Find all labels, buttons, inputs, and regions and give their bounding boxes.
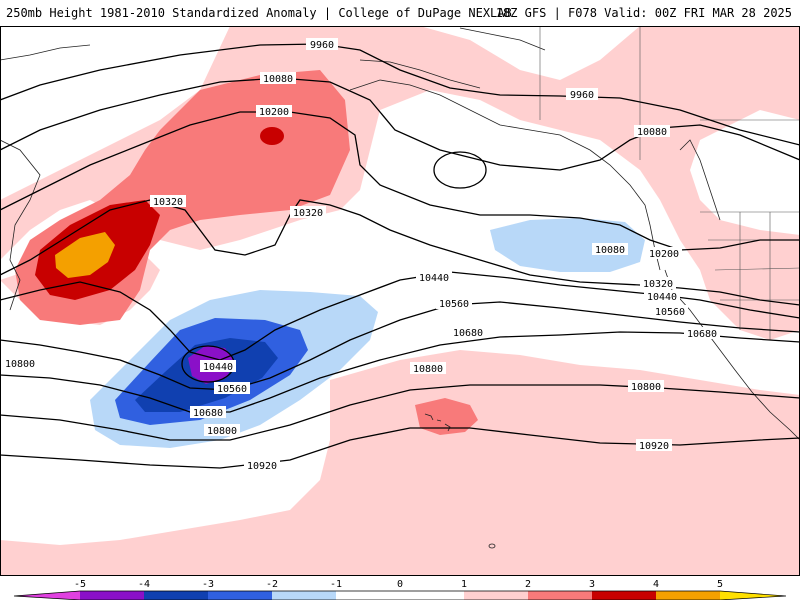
swatch-m4	[80, 591, 144, 600]
swatch-p4	[656, 591, 720, 600]
swatch-p2	[528, 591, 592, 600]
contour-label: 10080	[637, 127, 667, 138]
contour-label: 10800	[207, 426, 237, 437]
contour-label: 10800	[413, 364, 443, 375]
colorbar-tick: 4	[653, 579, 659, 590]
contour-label: 10080	[595, 245, 625, 256]
contour-label: 10200	[259, 107, 289, 118]
colorbar-swatches	[13, 590, 787, 601]
contour-label: 10320	[293, 208, 323, 219]
contour-labels: 9960 9960 10080 10080 10080 10200 10200 …	[2, 38, 720, 472]
contour-label: 10320	[643, 279, 673, 290]
contour-label: 10200	[649, 249, 679, 260]
colorbar-tick: -5	[74, 579, 86, 590]
colorbar-tick: -4	[138, 579, 150, 590]
contour-label: 10560	[439, 299, 469, 310]
contour-label: 10680	[193, 408, 223, 419]
colorbar-tick: 1	[461, 579, 467, 590]
contour-label: 10440	[203, 362, 233, 373]
anomaly-map: 9960 9960 10080 10080 10080 10200 10200 …	[0, 26, 800, 576]
swatch-p5	[720, 591, 786, 600]
colorbar-legend: -5 -4 -3 -2 -1 0 1 2 3 4 5	[0, 576, 800, 601]
colorbar-tick: -2	[266, 579, 278, 590]
contour-label: 10440	[419, 273, 449, 284]
colorbar-tick: 2	[525, 579, 531, 590]
contour-label: 10800	[631, 382, 661, 393]
contour-label: 10920	[639, 441, 669, 452]
swatch-m3	[144, 591, 208, 600]
contour-label: 10680	[687, 329, 717, 340]
contour-label: 10560	[217, 384, 247, 395]
swatch-m5	[14, 591, 80, 600]
islands	[424, 413, 496, 549]
map-title: 250mb Height 1981-2010 Standardized Anom…	[6, 6, 512, 20]
swatch-m2	[208, 591, 272, 600]
contour-label: 10080	[263, 74, 293, 85]
contour-label: 10920	[247, 461, 277, 472]
colorbar-tick: 3	[589, 579, 595, 590]
contour-label: 9960	[570, 90, 594, 101]
contour-label: 10440	[647, 292, 677, 303]
swatch-zero	[336, 591, 464, 600]
contour-label: 9960	[310, 40, 334, 51]
header: 250mb Height 1981-2010 Standardized Anom…	[0, 0, 800, 26]
colorbar-ticks: -5 -4 -3 -2 -1 0 1 2 3 4 5	[74, 579, 723, 590]
swatch-p1	[464, 591, 528, 600]
contour-label: 10800	[5, 359, 35, 370]
colorbar-tick: -3	[202, 579, 214, 590]
contour-label: 10320	[153, 197, 183, 208]
colorbar-tick: 5	[717, 579, 723, 590]
anomaly-plus4	[55, 232, 115, 278]
contour-label: 10560	[655, 307, 685, 318]
colorbar-tick: 0	[397, 579, 403, 590]
colorbar-tick: -1	[330, 579, 342, 590]
coastlines	[0, 27, 800, 441]
swatch-p3	[592, 591, 656, 600]
contour-label: 10680	[453, 328, 483, 339]
swatch-m1	[272, 591, 336, 600]
model-run-label: 18Z GFS | F078 Valid: 00Z FRI MAR 28 202…	[495, 6, 792, 20]
